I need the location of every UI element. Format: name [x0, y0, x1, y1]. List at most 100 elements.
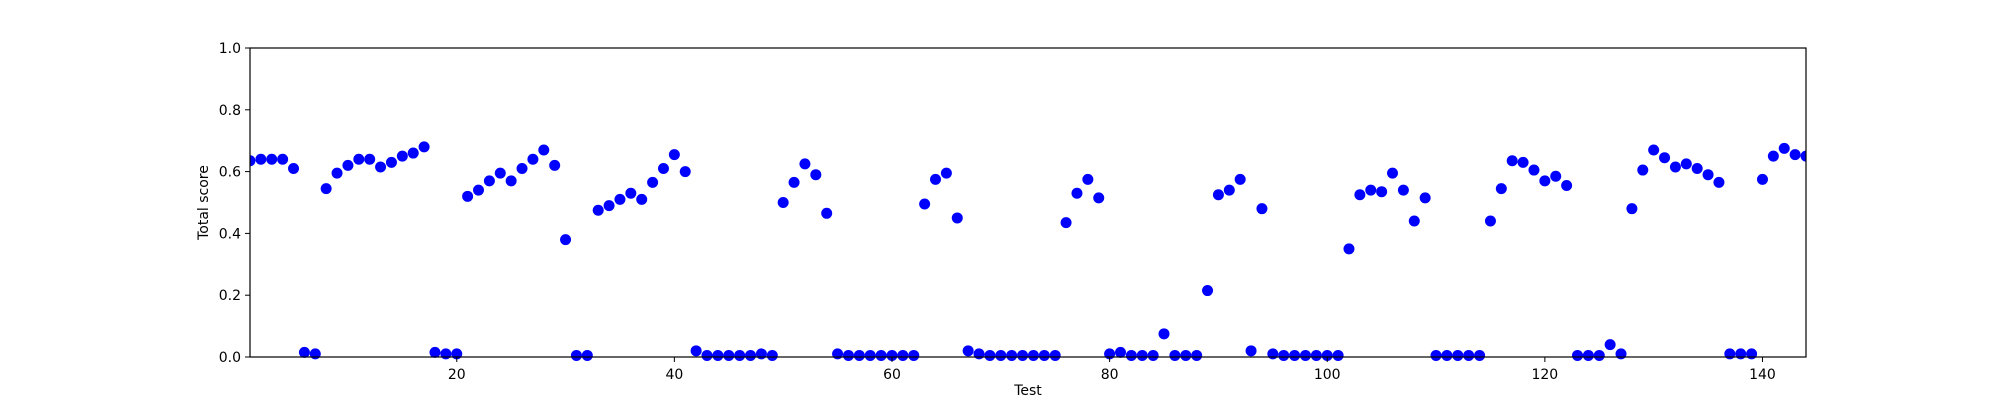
data-point	[462, 190, 474, 202]
data-point	[320, 183, 332, 195]
data-point	[897, 349, 909, 361]
data-point	[1626, 203, 1638, 215]
data-point	[1691, 163, 1703, 175]
data-point	[799, 158, 811, 170]
data-point	[288, 163, 300, 175]
data-point	[1756, 173, 1768, 185]
x-tick-label: 80	[1101, 367, 1119, 383]
data-point	[1484, 215, 1496, 227]
data-point	[1572, 349, 1583, 361]
data-point	[473, 184, 484, 196]
data-point	[745, 349, 757, 361]
x-tick-label: 140	[1749, 367, 1776, 383]
data-point	[1680, 158, 1692, 170]
y-tick-label: 0.0	[219, 350, 241, 366]
plot-area-frame	[249, 47, 1807, 358]
data-point	[353, 153, 365, 165]
data-point	[385, 156, 397, 168]
data-point	[1082, 173, 1094, 185]
data-point	[962, 345, 974, 357]
data-point	[1397, 184, 1409, 196]
data-point	[886, 349, 898, 361]
y-tick-label: 0.2	[219, 288, 241, 304]
data-point	[984, 349, 996, 361]
data-point	[1800, 150, 1806, 162]
data-point	[1735, 348, 1747, 360]
data-point	[1365, 184, 1377, 196]
data-point	[1561, 180, 1573, 191]
data-point	[1452, 349, 1464, 361]
data-point	[1202, 285, 1214, 297]
data-point	[1387, 167, 1399, 179]
data-point	[1267, 348, 1279, 360]
data-point	[973, 348, 985, 360]
data-point	[995, 349, 1007, 361]
x-tick-label: 100	[1314, 367, 1341, 383]
data-point	[1495, 183, 1507, 195]
data-point	[919, 198, 931, 210]
data-point	[570, 349, 582, 361]
data-point	[1332, 349, 1344, 361]
points-layer	[250, 141, 1806, 361]
data-point	[1582, 349, 1594, 361]
data-point	[396, 150, 408, 162]
data-point	[712, 349, 724, 361]
data-point	[592, 204, 604, 216]
data-point	[1006, 349, 1018, 361]
y-tick-label: 0.8	[219, 103, 241, 119]
data-point	[603, 200, 615, 212]
y-tick-label: 1.0	[219, 41, 241, 57]
data-point	[494, 167, 506, 179]
data-point	[429, 346, 441, 358]
data-point	[364, 153, 376, 165]
data-point	[309, 348, 321, 360]
data-point	[930, 173, 942, 185]
data-point	[1746, 348, 1758, 360]
data-point	[1245, 345, 1257, 357]
data-point	[647, 176, 659, 188]
data-point	[538, 144, 550, 156]
data-point	[1669, 161, 1681, 173]
x-axis-ticks: 20 40 60 80 100 120 140	[448, 357, 1776, 383]
data-point	[407, 147, 419, 159]
data-point	[755, 348, 767, 360]
data-point	[1637, 164, 1649, 176]
data-point	[1615, 348, 1627, 360]
x-tick-label: 120	[1531, 367, 1558, 383]
y-axis-ticks: 0.0 0.2 0.4 0.6 0.8 1.0	[219, 41, 250, 366]
data-point	[810, 169, 822, 181]
data-point	[560, 234, 572, 246]
x-axis-label: Test	[1013, 383, 1042, 399]
data-point	[1038, 349, 1050, 361]
data-point	[549, 159, 561, 171]
data-point	[1212, 189, 1224, 201]
data-point	[1169, 349, 1181, 361]
data-point	[821, 207, 833, 219]
data-point	[1289, 349, 1301, 361]
data-point	[668, 149, 680, 161]
x-tick-label: 20	[448, 367, 466, 383]
data-point	[1604, 339, 1616, 351]
data-point	[1778, 142, 1790, 154]
data-point	[679, 166, 691, 178]
data-point	[331, 167, 343, 179]
data-point	[483, 175, 495, 187]
data-point	[1463, 349, 1475, 361]
data-point	[1310, 349, 1322, 361]
data-point	[1528, 164, 1540, 176]
data-point	[690, 345, 702, 357]
data-point	[1419, 192, 1431, 204]
data-point	[277, 153, 289, 165]
data-point	[766, 349, 778, 361]
data-point	[1550, 170, 1562, 182]
data-point	[723, 349, 735, 361]
data-point	[375, 161, 387, 173]
data-point	[1702, 169, 1714, 181]
data-point	[864, 349, 876, 361]
data-point	[1027, 349, 1039, 361]
data-point	[1147, 349, 1159, 361]
data-point	[832, 348, 844, 360]
data-point	[788, 176, 800, 188]
data-point	[298, 346, 310, 358]
